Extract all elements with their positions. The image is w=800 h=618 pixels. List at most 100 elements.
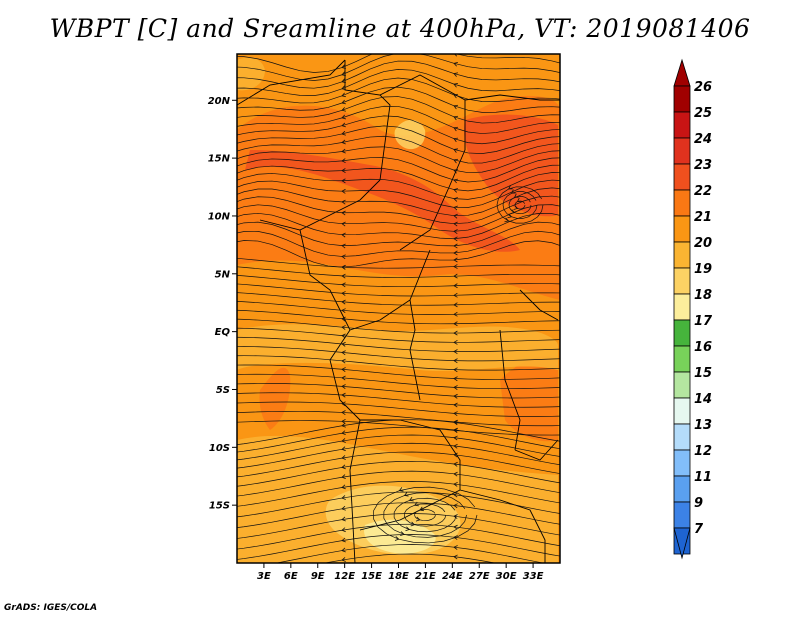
streamline xyxy=(237,401,560,417)
colorbar-swatch xyxy=(673,85,691,113)
streamline xyxy=(237,115,560,145)
streamline xyxy=(237,309,560,325)
streamline xyxy=(237,383,560,399)
streamline-arrow xyxy=(453,435,458,441)
field-20-nw xyxy=(237,57,265,91)
latitude-axis: 20N 15N 10N 5N EQ 5S 10S 15S xyxy=(208,96,237,512)
streamlines xyxy=(237,54,560,563)
border-line xyxy=(349,419,361,563)
streamline-arrow xyxy=(453,393,458,399)
colorbar-label: 22 xyxy=(694,184,712,199)
streamline xyxy=(237,157,560,183)
streamline-arrow xyxy=(453,535,458,540)
streamline xyxy=(237,419,560,445)
lon-tick-label: 18E xyxy=(388,571,409,582)
colorbar-swatch xyxy=(673,319,691,347)
streamline xyxy=(323,553,497,563)
streamline-arrow xyxy=(453,311,458,317)
streamline xyxy=(237,336,560,352)
streamline-arrow xyxy=(341,505,346,511)
streamline-arrow xyxy=(453,61,458,67)
streamline xyxy=(237,534,560,560)
colorbar-label: 14 xyxy=(694,392,712,407)
streamline-arrow xyxy=(453,213,458,219)
streamline-arrow xyxy=(453,72,458,77)
streamline-arrow xyxy=(453,197,458,202)
streamline-arrow xyxy=(341,71,346,77)
wbpt-field xyxy=(237,54,560,563)
streamline-arrow xyxy=(341,375,346,381)
field-20-equator xyxy=(237,324,558,372)
streamline-arrow xyxy=(453,178,458,184)
streamline-arrow xyxy=(453,158,459,164)
streamline-arrow xyxy=(341,495,346,500)
lat-tick-label: 15S xyxy=(209,501,230,512)
colorbar-label: 26 xyxy=(694,80,712,95)
streamline xyxy=(237,364,560,380)
streamline xyxy=(237,135,560,164)
border-line xyxy=(459,489,546,563)
field-18-south xyxy=(364,519,436,554)
streamline-arrow xyxy=(341,85,346,91)
streamline-arrow xyxy=(453,137,459,143)
lon-tick-label: 24E xyxy=(442,571,463,582)
streamline xyxy=(237,318,560,334)
streamline-arrow xyxy=(341,333,346,339)
streamline xyxy=(237,60,560,89)
colorbar-swatch xyxy=(673,267,691,295)
streamline xyxy=(237,426,560,453)
colorbar-label: 24 xyxy=(694,132,712,147)
streamline-arrow xyxy=(453,339,458,345)
streamline xyxy=(393,497,457,533)
lat-tick-label: 5N xyxy=(215,269,231,280)
streamline-arrow xyxy=(341,273,346,279)
streamline xyxy=(237,513,560,539)
border-line xyxy=(409,299,421,401)
streamline-arrow xyxy=(400,531,405,537)
colorbar-label: 25 xyxy=(694,106,712,121)
streamline-arrow xyxy=(453,443,458,449)
streamline xyxy=(237,434,560,461)
field-19-north xyxy=(394,119,426,150)
streamline xyxy=(237,420,560,436)
streamline-arrow xyxy=(394,536,400,541)
streamline-arrow xyxy=(453,376,458,382)
streamline-arrow xyxy=(453,283,458,289)
streamline xyxy=(237,275,560,288)
streamline xyxy=(237,77,560,104)
streamline-arrow xyxy=(341,557,346,562)
streamline-arrow xyxy=(341,547,346,553)
streamline-arrow xyxy=(341,99,346,105)
streamline-arrow xyxy=(341,148,346,154)
colorbar-bottom-cap xyxy=(673,527,691,560)
colorbar-swatch xyxy=(673,501,691,529)
streamline-arrow xyxy=(341,243,346,249)
streamline-arrow xyxy=(453,492,458,498)
colorbar-label: 23 xyxy=(694,158,712,173)
streamline-arrow xyxy=(341,430,346,436)
streamline xyxy=(237,410,560,427)
streamline xyxy=(237,442,560,469)
streamline-arrow xyxy=(341,367,346,372)
streamline-arrow xyxy=(341,78,346,84)
streamline-arrow xyxy=(453,349,458,354)
streamline-arrow xyxy=(453,452,458,458)
streamline-arrow xyxy=(453,126,459,132)
streamline-arrow xyxy=(453,321,458,327)
colorbar-label: 16 xyxy=(694,340,712,355)
map-title: WBPT [C] and Sreamline at 400hPa, VT: 20… xyxy=(49,14,751,43)
border-line xyxy=(399,419,461,490)
streamline-arrow xyxy=(453,503,458,509)
streamline-arrow xyxy=(453,236,458,242)
streamline-arrow xyxy=(341,537,346,543)
streamline-arrow xyxy=(453,367,458,373)
streamline-arrow xyxy=(341,291,346,296)
streamline-arrow xyxy=(453,82,459,88)
streamline-arrow xyxy=(341,178,346,184)
streamline-arrow xyxy=(405,526,411,532)
streamline xyxy=(237,96,560,124)
streamline-arrow xyxy=(453,330,458,336)
border-line xyxy=(237,59,346,106)
streamline-arrow xyxy=(453,302,458,308)
